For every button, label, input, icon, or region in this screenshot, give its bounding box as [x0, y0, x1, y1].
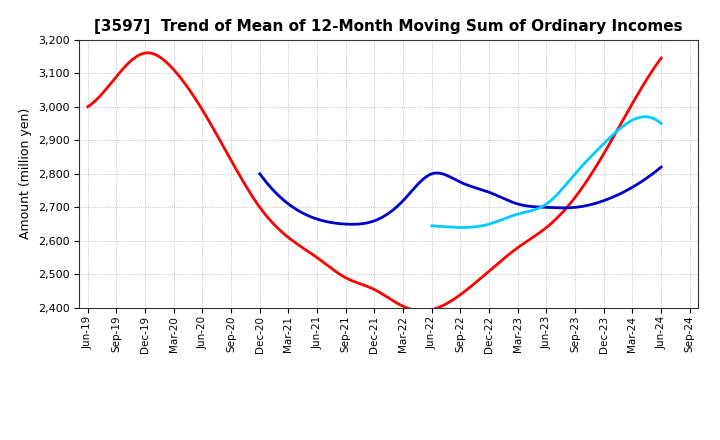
7 Years — [636, 115, 644, 120]
3 Years — [427, 307, 436, 312]
3 Years — [143, 50, 152, 55]
7 Years — [564, 178, 573, 183]
5 Years — [256, 171, 264, 176]
3 Years — [84, 104, 92, 109]
5 Years — [348, 222, 356, 227]
3 Years — [428, 307, 437, 312]
7 Years — [569, 174, 577, 179]
7 Years — [657, 121, 665, 126]
3 Years — [417, 308, 426, 313]
5 Years — [495, 194, 503, 199]
5 Years — [496, 194, 505, 200]
5 Years — [595, 199, 603, 205]
7 Years — [564, 179, 572, 184]
3 Years — [438, 303, 447, 308]
Legend: 3 Years, 5 Years, 7 Years, 10 Years: 3 Years, 5 Years, 7 Years, 10 Years — [167, 435, 611, 440]
3 Years — [570, 195, 579, 200]
7 Years — [641, 114, 649, 119]
Line: 3 Years: 3 Years — [88, 53, 661, 311]
5 Years — [257, 173, 266, 178]
7 Years — [621, 121, 630, 127]
3 Years — [86, 103, 94, 108]
7 Years — [457, 225, 466, 230]
Line: 5 Years: 5 Years — [260, 167, 661, 224]
5 Years — [657, 165, 665, 170]
Title: [3597]  Trend of Mean of 12-Month Moving Sum of Ordinary Incomes: [3597] Trend of Mean of 12-Month Moving … — [94, 19, 683, 34]
7 Years — [428, 223, 437, 228]
5 Years — [621, 189, 629, 194]
Line: 7 Years: 7 Years — [432, 117, 661, 227]
Y-axis label: Amount (million yen): Amount (million yen) — [19, 108, 32, 239]
7 Years — [428, 223, 436, 228]
3 Years — [657, 55, 665, 61]
3 Years — [607, 138, 616, 143]
5 Years — [503, 197, 511, 202]
